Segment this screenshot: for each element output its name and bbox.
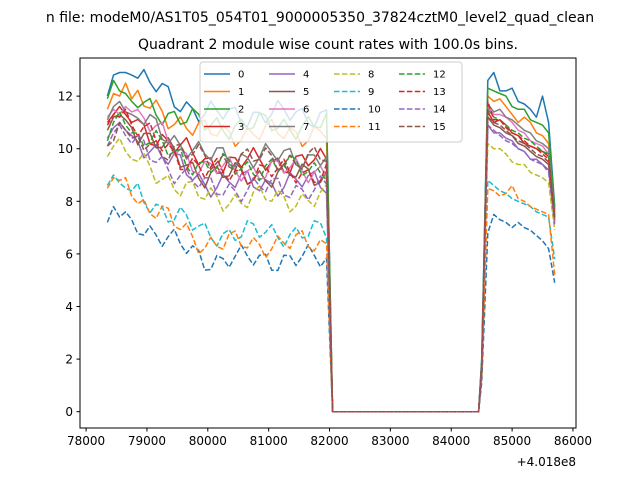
legend-label-7: 7: [303, 122, 309, 133]
x-tick-label: 83000: [371, 434, 409, 448]
series-line-12: [106, 108, 556, 413]
x-tick-label: 85000: [493, 434, 531, 448]
series-line-5: [106, 113, 556, 413]
chart-title: Quadrant 2 module wise count rates with …: [138, 37, 518, 53]
legend-label-10: 10: [368, 105, 381, 116]
x-tick-label: 82000: [310, 434, 348, 448]
legend-label-13: 13: [433, 87, 446, 98]
series-line-10: [106, 205, 556, 413]
x-tick-label: 86000: [554, 434, 592, 448]
x-tick-label: 80000: [189, 434, 227, 448]
legend-label-3: 3: [238, 122, 244, 133]
axes-frame: [79, 57, 577, 429]
x-tick-label: 78000: [67, 434, 105, 448]
legend-label-15: 15: [433, 122, 446, 133]
legend-label-8: 8: [368, 70, 374, 81]
legend-label-1: 1: [238, 87, 244, 98]
legend-label-4: 4: [303, 70, 309, 81]
y-tick-label: 4: [65, 300, 73, 314]
y-tick-label: 0: [65, 405, 73, 419]
legend-box: [199, 61, 463, 143]
legend-label-6: 6: [303, 105, 309, 116]
legend-label-12: 12: [433, 70, 446, 81]
legend-label-9: 9: [368, 87, 374, 98]
legend-label-14: 14: [433, 105, 446, 116]
y-tick-label: 6: [65, 247, 73, 261]
x-tick-label: 79000: [128, 434, 166, 448]
series-line-8: [106, 137, 556, 413]
series-line-11: [106, 176, 556, 413]
series-line-13: [106, 100, 556, 413]
figure-suptitle: n file: modeM0/AS1T05_054T01_9000005350_…: [46, 10, 594, 26]
legend-label-2: 2: [238, 105, 244, 116]
series-line-14: [106, 124, 556, 413]
y-tick-label: 2: [65, 353, 73, 367]
legend-label-0: 0: [238, 70, 244, 81]
x-tick-label: 84000: [432, 434, 470, 448]
x-tick-label: 81000: [250, 434, 288, 448]
y-tick-label: 8: [65, 195, 73, 209]
axis-ticks: 78000 79000 80000 81000 82000 83000 84000 85000…: [58, 90, 592, 448]
legend-label-5: 5: [303, 87, 309, 98]
x-offset-label: +4.018e8: [517, 455, 576, 469]
legend-label-11: 11: [368, 122, 381, 133]
y-tick-label: 10: [58, 142, 73, 156]
y-tick-label: 12: [58, 90, 73, 104]
